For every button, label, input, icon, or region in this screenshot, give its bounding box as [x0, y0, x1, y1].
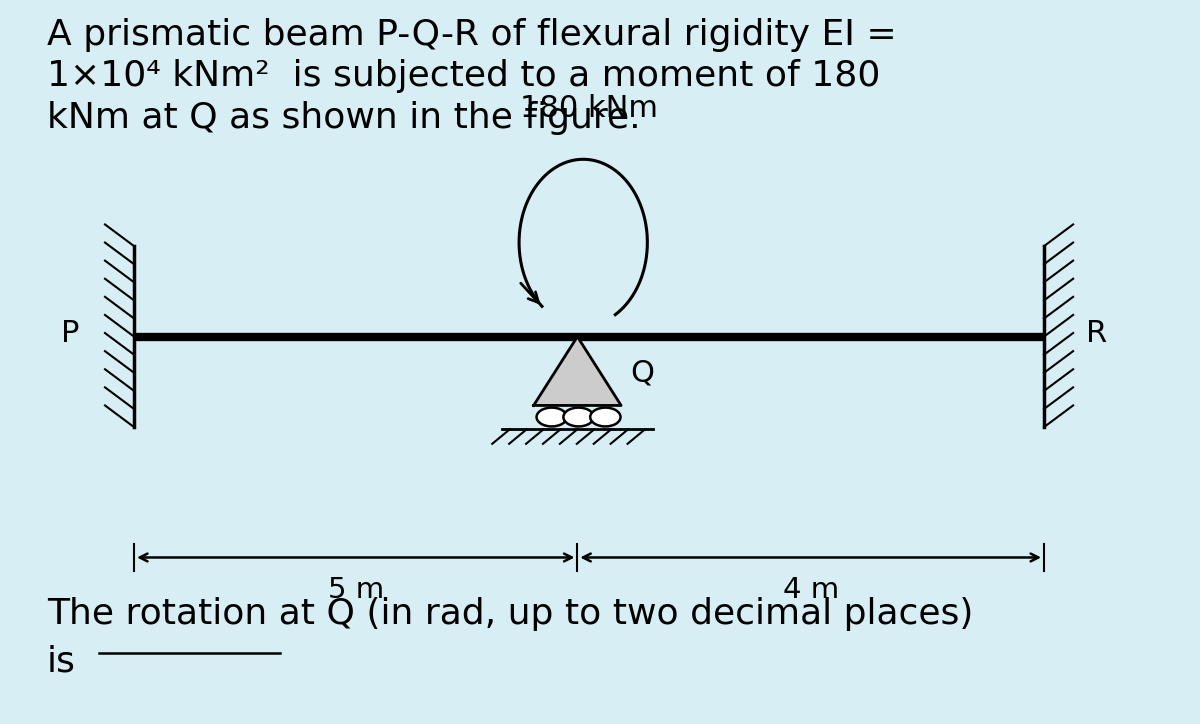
Text: is: is	[47, 644, 76, 678]
Text: The rotation at Q (in rad, up to two decimal places): The rotation at Q (in rad, up to two dec…	[47, 597, 973, 631]
Text: A prismatic beam P-Q-R of flexural rigidity EI =: A prismatic beam P-Q-R of flexural rigid…	[47, 18, 896, 52]
Text: Q: Q	[630, 358, 654, 387]
Text: 5 m: 5 m	[328, 576, 384, 604]
Text: 1×10⁴ kNm²  is subjected to a moment of 180: 1×10⁴ kNm² is subjected to a moment of 1…	[47, 59, 880, 93]
Polygon shape	[534, 337, 622, 405]
Text: kNm at Q as shown in the figure.: kNm at Q as shown in the figure.	[47, 101, 641, 135]
Circle shape	[563, 408, 594, 426]
Circle shape	[590, 408, 620, 426]
Text: 4 m: 4 m	[782, 576, 839, 604]
Text: 180 kNm: 180 kNm	[520, 94, 658, 123]
Circle shape	[536, 408, 566, 426]
Text: P: P	[61, 319, 79, 348]
Text: R: R	[1086, 319, 1108, 348]
